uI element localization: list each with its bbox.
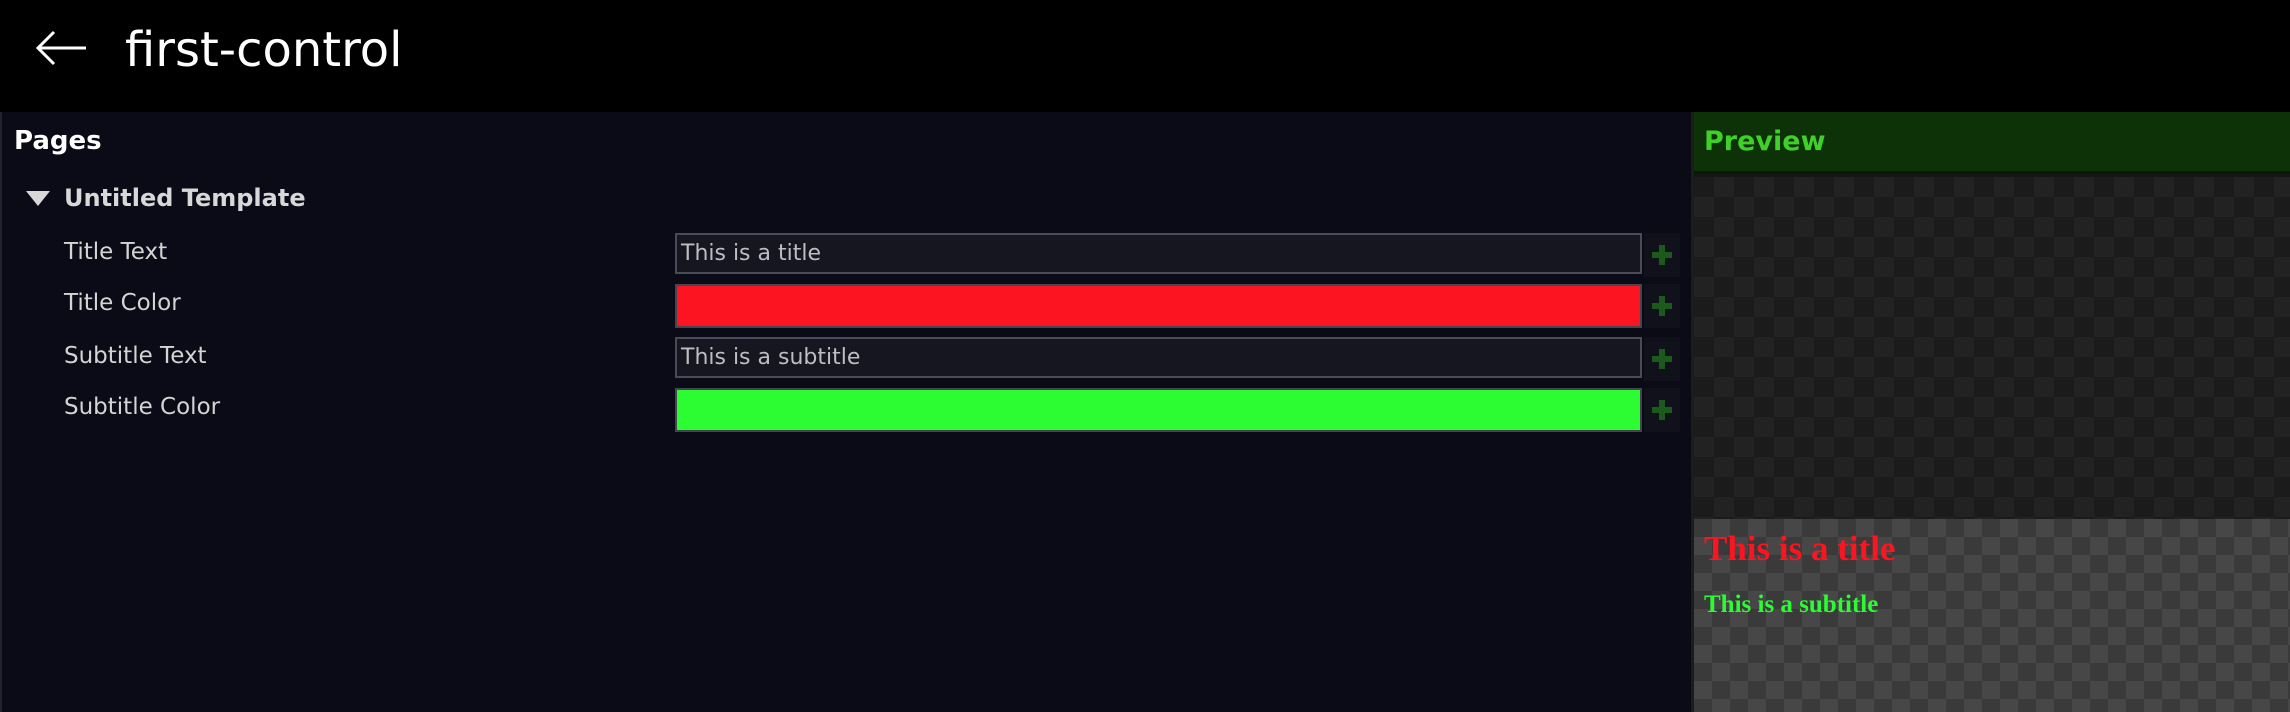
title-color-picker[interactable] bbox=[675, 284, 1642, 328]
page-title: first-control bbox=[125, 22, 403, 78]
template-tree-node[interactable]: Untitled Template bbox=[26, 180, 306, 216]
field-label: Subtitle Text bbox=[64, 343, 207, 369]
preview-lower-third: This is a title This is a subtitle bbox=[1694, 519, 2290, 712]
field-row-subtitle-text: Subtitle Text This is a subtitle bbox=[2, 337, 1693, 381]
pages-panel: Pages Untitled Template Title Text This … bbox=[0, 112, 1691, 712]
field-label: Subtitle Color bbox=[64, 394, 221, 420]
add-button[interactable] bbox=[1644, 388, 1680, 432]
preview-title-text: This is a title bbox=[1704, 529, 1896, 568]
field-row-title-color: Title Color bbox=[2, 284, 1693, 328]
plus-icon bbox=[1652, 400, 1672, 420]
top-bar: first-control bbox=[0, 0, 2290, 112]
field-row-title-text: Title Text This is a title bbox=[2, 233, 1693, 277]
preview-subtitle-text: This is a subtitle bbox=[1704, 591, 1879, 618]
plus-icon bbox=[1652, 245, 1672, 265]
caret-down-icon bbox=[26, 190, 50, 206]
plus-icon bbox=[1652, 349, 1672, 369]
preview-title: Preview bbox=[1704, 126, 1826, 157]
field-row-subtitle-color: Subtitle Color bbox=[2, 388, 1693, 432]
plus-icon bbox=[1652, 296, 1672, 316]
subtitle-text-input[interactable]: This is a subtitle bbox=[675, 337, 1642, 378]
field-label: Title Text bbox=[64, 239, 168, 265]
back-button[interactable] bbox=[30, 22, 94, 74]
add-button[interactable] bbox=[1644, 337, 1680, 381]
subtitle-color-picker[interactable] bbox=[675, 388, 1642, 432]
preview-header: Preview bbox=[1694, 112, 2290, 174]
preview-canvas-background bbox=[1694, 177, 2290, 519]
title-text-input[interactable]: This is a title bbox=[675, 233, 1642, 274]
pages-header: Pages bbox=[14, 126, 102, 156]
add-button[interactable] bbox=[1644, 284, 1680, 328]
preview-panel: Preview This is a title This is a subtit… bbox=[1691, 112, 2290, 712]
field-label: Title Color bbox=[64, 290, 181, 316]
add-button[interactable] bbox=[1644, 233, 1680, 277]
arrow-left-icon bbox=[35, 30, 86, 66]
template-label: Untitled Template bbox=[64, 184, 306, 212]
